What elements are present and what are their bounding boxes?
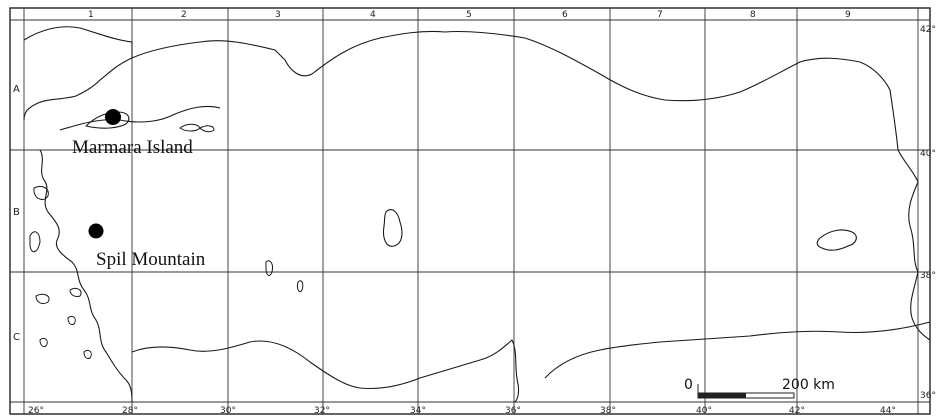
east-border bbox=[897, 149, 931, 341]
column-label: 2 bbox=[181, 10, 187, 20]
row-label: A bbox=[13, 84, 20, 95]
site-spil-mountain: Spil Mountain bbox=[88, 223, 206, 270]
horizontal-grid bbox=[10, 149, 930, 273]
longitude-tick: 44° bbox=[880, 406, 896, 416]
longitude-tick: 36° bbox=[505, 406, 521, 416]
site-marker bbox=[88, 223, 104, 239]
longitude-tick: 40° bbox=[696, 406, 712, 416]
island-outline bbox=[83, 349, 92, 359]
island-outline bbox=[67, 315, 76, 325]
scale-start-label: 0 bbox=[684, 377, 693, 393]
lake-small bbox=[297, 280, 304, 293]
latitude-tick: 40° bbox=[920, 149, 936, 159]
marmara-south-coast bbox=[59, 105, 221, 131]
site-marmara-island: Marmara Island bbox=[72, 109, 193, 158]
column-label: 5 bbox=[466, 10, 472, 20]
north-coastline bbox=[131, 30, 899, 151]
latitude-tick: 38° bbox=[920, 271, 936, 281]
island-outline bbox=[39, 337, 48, 347]
row-label: B bbox=[13, 207, 20, 218]
marmara-inner bbox=[85, 111, 130, 129]
thrace-coastline bbox=[23, 26, 133, 121]
latitude-tick: 36° bbox=[920, 391, 936, 401]
south-east-coastline bbox=[544, 321, 931, 379]
column-label: 9 bbox=[845, 10, 851, 20]
site-label: Spil Mountain bbox=[96, 249, 206, 270]
column-label: 7 bbox=[657, 10, 663, 20]
south-coastline bbox=[131, 339, 520, 403]
island-outline bbox=[199, 125, 215, 133]
island-outline bbox=[69, 287, 82, 297]
scale-bar: 0 200 km bbox=[684, 377, 835, 399]
longitude-tick: 32° bbox=[314, 406, 330, 416]
longitude-ticks: 26° 28° 30° 32° 34° 36° 38° 40° 42° 44° bbox=[28, 406, 896, 416]
scale-bar-fill bbox=[698, 393, 746, 398]
site-label: Marmara Island bbox=[72, 137, 193, 158]
aegean-coastline bbox=[39, 149, 133, 403]
island-outline bbox=[179, 123, 201, 132]
longitude-tick: 38° bbox=[600, 406, 616, 416]
lake-tuz bbox=[382, 209, 403, 247]
lake-small bbox=[265, 260, 273, 276]
island-outline bbox=[33, 185, 49, 200]
longitude-tick: 30° bbox=[220, 406, 236, 416]
row-labels: A B C bbox=[13, 84, 20, 343]
lake-van bbox=[816, 229, 857, 251]
scale-end-label: 200 km bbox=[782, 377, 835, 393]
column-labels: 1 2 3 4 5 6 7 8 9 bbox=[88, 10, 851, 20]
longitude-tick: 28° bbox=[122, 406, 138, 416]
column-label: 1 bbox=[88, 10, 94, 20]
longitude-tick: 34° bbox=[410, 406, 426, 416]
site-marker bbox=[105, 109, 121, 125]
column-label: 4 bbox=[370, 10, 376, 20]
column-label: 8 bbox=[750, 10, 756, 20]
latitude-ticks: 42° 40° 38° 36° bbox=[920, 25, 936, 401]
island-outline bbox=[35, 293, 50, 305]
longitude-tick: 42° bbox=[789, 406, 805, 416]
vertical-grid bbox=[131, 8, 798, 414]
column-label: 6 bbox=[562, 10, 568, 20]
map-frame bbox=[9, 7, 931, 415]
latitude-tick: 42° bbox=[920, 25, 936, 35]
row-label: C bbox=[13, 332, 20, 343]
island-outline bbox=[29, 231, 41, 253]
longitude-tick: 26° bbox=[28, 406, 44, 416]
column-label: 3 bbox=[275, 10, 281, 20]
